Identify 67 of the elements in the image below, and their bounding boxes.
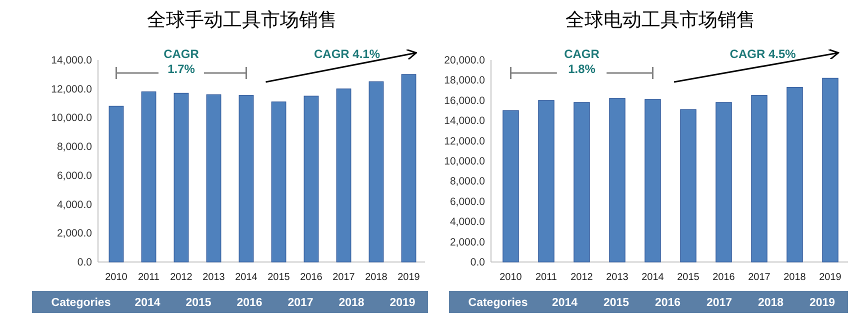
x-tick-label: 2014	[642, 272, 664, 283]
bar	[108, 106, 124, 262]
y-tick-label: 14,000.0	[444, 115, 486, 128]
y-tick-label: 8,000.0	[56, 141, 92, 154]
x-tick-label: 2018	[365, 272, 388, 283]
x-tick-label: 2015	[268, 272, 290, 283]
bar	[141, 91, 156, 262]
x-tick-label: 2017	[332, 272, 356, 283]
y-tick-label: 12,000.0	[444, 135, 486, 148]
y-tick-label: 2,000.0	[450, 236, 486, 248]
x-tick-label: 2010	[500, 272, 522, 283]
x-tick-label: 2013	[606, 272, 629, 283]
bar	[786, 86, 803, 262]
bar	[538, 100, 554, 262]
annotation: CAGR 4.1%	[314, 47, 380, 61]
bar	[644, 99, 661, 262]
bar	[304, 96, 319, 262]
bar	[174, 92, 189, 262]
y-tick-label: 4,000.0	[56, 198, 92, 211]
bar	[238, 95, 254, 262]
y-tick-label: 0.0	[470, 256, 486, 268]
x-tick-label: 2013	[202, 272, 226, 283]
bar	[206, 94, 222, 262]
y-tick-label: 0.0	[77, 256, 92, 268]
x-tick-label: 2015	[677, 272, 700, 283]
y-tick-label: 18,000.0	[444, 74, 486, 87]
x-tick-label: 2012	[170, 272, 193, 283]
y-tick-label: 10,000.0	[444, 156, 486, 168]
bar	[368, 81, 384, 262]
bar	[680, 109, 696, 262]
annotation: CAGR 4.5%	[730, 47, 796, 61]
x-tick-label: 2011	[138, 272, 160, 283]
x-tick-label: 2010	[105, 272, 128, 283]
x-tick-label: 2017	[748, 272, 771, 283]
x-tick-label: 2019	[398, 272, 420, 283]
y-tick-label: 12,000.0	[51, 83, 92, 96]
x-tick-label: 2016	[300, 272, 323, 283]
y-tick-label: 14,000.0	[51, 54, 92, 66]
x-tick-label: 2014	[235, 272, 258, 283]
bar	[609, 98, 626, 262]
chart-title: 全球电动工具市场销售	[566, 9, 756, 31]
text: Categories 2014 2015 2016 2017 2018 2019	[468, 297, 836, 309]
bar	[336, 88, 352, 262]
y-tick-label: 6,000.0	[56, 170, 92, 182]
chart-title: 全球手动工具市场销售	[147, 9, 337, 31]
bar	[574, 102, 590, 262]
bar	[401, 74, 416, 262]
y-tick-label: 4,000.0	[450, 216, 486, 228]
bar	[751, 95, 768, 262]
y-tick-label: 16,000.0	[444, 94, 486, 107]
x-tick-label: 2016	[712, 272, 736, 283]
x-tick-label: 2011	[535, 272, 558, 283]
bar	[271, 102, 286, 262]
y-tick-label: 6,000.0	[450, 196, 486, 208]
y-tick-label: 20,000.0	[444, 54, 486, 66]
bar	[502, 110, 519, 262]
annotation: CAGR 1.8%	[564, 47, 600, 76]
x-tick-label: 2019	[819, 272, 842, 283]
x-tick-label: 2012	[570, 272, 594, 283]
bar	[822, 78, 838, 262]
bar	[716, 102, 732, 262]
y-tick-label: 2,000.0	[56, 228, 92, 240]
text: Categories 2014 2015 2016 2017 2018 2019	[51, 297, 416, 309]
y-tick-label: 8,000.0	[450, 176, 486, 188]
annotation: CAGR 1.7%	[164, 47, 200, 76]
x-tick-label: 2018	[784, 272, 806, 283]
y-tick-label: 10,000.0	[51, 112, 92, 124]
